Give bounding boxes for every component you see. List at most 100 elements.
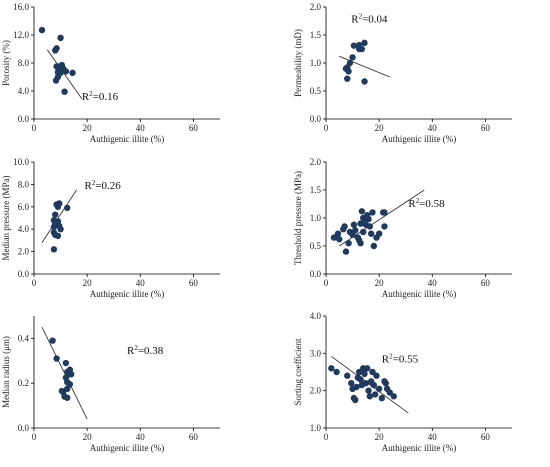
- x-tick-label: 0: [32, 432, 37, 442]
- data-point: [378, 394, 385, 402]
- x-axis-label: Authigenic illite (%): [90, 134, 164, 144]
- data-point: [54, 232, 62, 240]
- data-point: [344, 75, 351, 82]
- y-tick-label: 2.0: [310, 157, 322, 167]
- y-axis-label: Threshold pressure (MPa): [293, 171, 303, 265]
- y-axis-label: Median pressure (MPa): [1, 176, 11, 261]
- data-point: [373, 372, 380, 379]
- data-point: [367, 230, 375, 237]
- x-axis-label: Authigenic illite (%): [382, 443, 456, 453]
- data-point: [362, 380, 370, 387]
- y-tick-label: 1.5: [310, 30, 322, 40]
- data-point: [345, 240, 352, 247]
- data-point: [350, 42, 358, 49]
- data-point: [52, 77, 60, 84]
- x-tick-label: 0: [324, 432, 329, 442]
- trend-line: [41, 189, 77, 243]
- y-tick-label: 8.0: [18, 179, 30, 189]
- y-tick-label: 1.0: [310, 58, 322, 68]
- x-tick-label: 60: [189, 123, 199, 133]
- y-tick-label: 0.2: [18, 378, 29, 388]
- data-point: [361, 78, 368, 85]
- data-point: [352, 227, 359, 234]
- x-tick-label: 60: [189, 432, 199, 442]
- data-point: [49, 337, 56, 344]
- x-tick-label: 40: [136, 432, 146, 442]
- x-tick-label: 40: [136, 278, 146, 288]
- x-axis-label: Authigenic illite (%): [90, 443, 164, 453]
- x-axis-label: Authigenic illite (%): [382, 134, 456, 144]
- x-tick-label: 60: [481, 278, 491, 288]
- data-point: [363, 365, 371, 372]
- data-point: [50, 223, 58, 231]
- y-tick-label: 0.5: [310, 86, 322, 96]
- x-tick-label: 60: [481, 432, 491, 442]
- data-point: [64, 394, 71, 401]
- x-axis-label: Authigenic illite (%): [90, 289, 164, 299]
- data-point: [356, 368, 363, 376]
- data-point: [336, 236, 343, 243]
- chart-sorting_coefficient: 0 20 40 60 1.0 2.0 3.0 4.0 Authigenic illite (%)…: [293, 311, 512, 453]
- data-point: [365, 387, 372, 394]
- data-point: [349, 54, 356, 61]
- r-squared-label: R2=0.26: [84, 179, 121, 192]
- data-point: [357, 220, 364, 227]
- y-tick-label: 2.0: [18, 247, 30, 257]
- data-point: [333, 368, 340, 376]
- chart-median_radius: 0 20 40 60 0.0 0.2 0.4 Authigenic illite (%) Med…: [1, 316, 220, 453]
- data-point: [358, 208, 366, 215]
- data-point: [341, 223, 348, 230]
- data-point: [357, 376, 364, 383]
- y-tick-label: 0.0: [18, 269, 30, 279]
- y-axis-label: Porosity (%): [1, 40, 11, 86]
- y-tick-label: 1.0: [310, 213, 322, 223]
- x-tick-label: 40: [428, 432, 438, 442]
- r-squared-label: R2=0.58: [408, 197, 445, 210]
- x-tick-label: 40: [428, 123, 438, 133]
- data-point: [366, 393, 374, 400]
- x-tick-label: 20: [83, 123, 93, 133]
- x-tick-label: 60: [189, 278, 199, 288]
- y-tick-label: 2.0: [310, 386, 322, 396]
- data-point: [53, 355, 60, 362]
- data-point: [369, 368, 376, 376]
- x-tick-label: 0: [32, 278, 37, 288]
- data-point: [356, 41, 363, 49]
- data-point: [360, 228, 367, 236]
- data-point: [369, 209, 376, 216]
- x-tick-label: 20: [375, 278, 385, 288]
- y-tick-label: 0.4: [18, 333, 30, 343]
- data-point: [361, 370, 368, 378]
- data-point: [375, 385, 383, 392]
- y-tick-label: 3.0: [310, 348, 322, 358]
- data-point: [370, 242, 378, 250]
- data-point: [57, 34, 64, 41]
- y-axis-label: Permeability (mD): [293, 29, 303, 97]
- data-point: [62, 68, 70, 75]
- y-tick-label: 1.5: [310, 185, 322, 195]
- y-tick-label: 2.0: [310, 2, 322, 12]
- data-point: [382, 380, 389, 387]
- data-point: [328, 365, 335, 372]
- x-tick-label: 0: [324, 123, 329, 133]
- chart-median_pressure: 0 20 40 60 0.0 2.0 4.0 6.0 8.0 10.0 Authigenic ill…: [1, 157, 220, 299]
- data-point: [330, 234, 338, 241]
- y-tick-label: 0.5: [310, 241, 322, 251]
- x-tick-label: 20: [375, 432, 385, 442]
- data-point: [386, 389, 393, 396]
- data-point: [381, 223, 388, 230]
- x-tick-label: 0: [32, 123, 37, 133]
- data-point: [62, 359, 70, 367]
- y-tick-label: 10.0: [13, 157, 29, 167]
- r-squared-label: R2=0.16: [82, 90, 119, 103]
- x-tick-label: 20: [375, 123, 385, 133]
- x-tick-label: 0: [324, 278, 329, 288]
- y-tick-label: 1.0: [310, 423, 322, 433]
- data-point: [69, 69, 76, 77]
- data-point: [52, 211, 59, 218]
- x-tick-label: 60: [481, 123, 491, 133]
- y-tick-label: 0.0: [310, 114, 322, 124]
- data-point: [345, 68, 352, 75]
- data-point: [57, 226, 64, 233]
- r-squared-label: R2=0.38: [127, 344, 164, 357]
